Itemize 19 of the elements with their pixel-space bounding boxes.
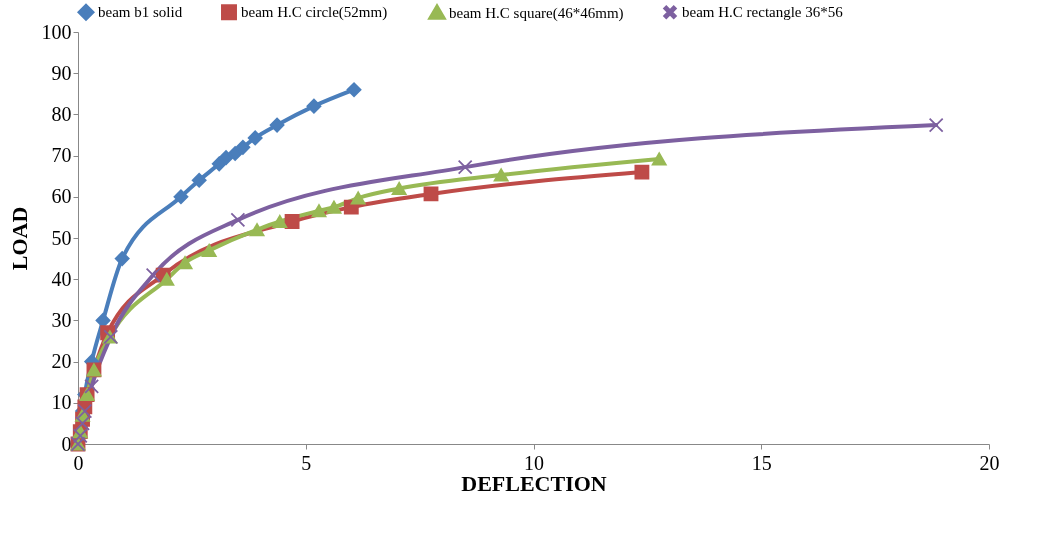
y-tick-label: 10 [51,391,72,414]
y-tick-label: 70 [51,144,72,167]
legend-label: beam H.C circle(52mm) [241,4,388,22]
x-tick-label: 15 [751,451,772,474]
legend-label: beam H.C square(46*46mm) [449,4,624,22]
y-tick-label: 90 [51,61,72,84]
y-axis-title: LOAD [6,206,32,271]
y-tick-label: 20 [51,350,72,373]
legend-label: beam b1 solid [98,4,183,21]
x-tick-label: 5 [301,451,312,474]
y-tick-label: 0 [61,432,72,455]
y-tick-label: 50 [51,226,72,249]
y-tick-label: 80 [51,102,72,125]
y-tick-label: 100 [41,20,72,43]
y-tick-label: 60 [51,185,72,208]
legend-label: beam H.C rectangle 36*56 [682,4,844,21]
y-tick-label: 30 [51,308,72,331]
x-tick-label: 20 [979,451,1000,474]
y-tick-label: 40 [51,267,72,290]
